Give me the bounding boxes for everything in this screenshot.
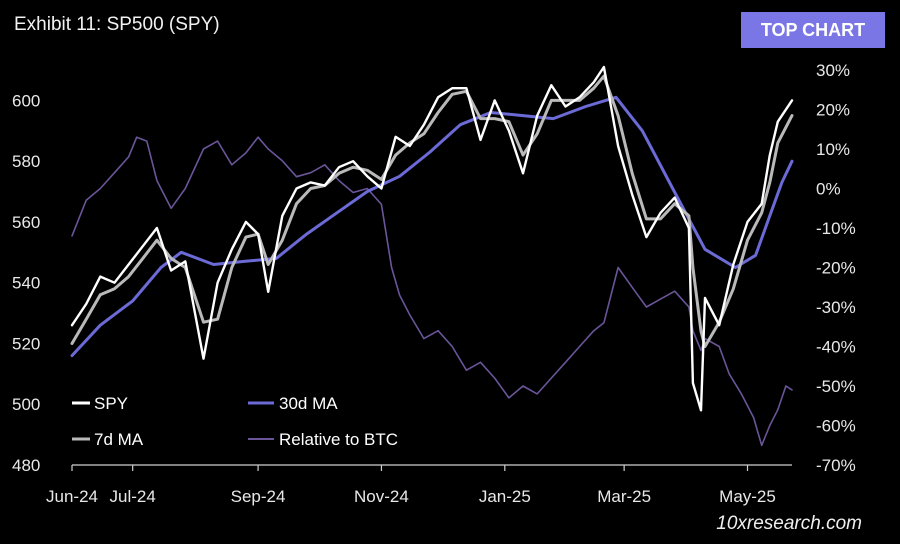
legend: SPY 30d MA 7d MA Relative to BTC xyxy=(72,394,398,449)
y-right-tick-label: -30% xyxy=(816,298,856,317)
chart-title: Exhibit 11: SP500 (SPY) xyxy=(14,14,220,35)
spy-line xyxy=(70,65,794,412)
x-tick-label: Jun-24 xyxy=(46,487,98,506)
x-tick-label: May-25 xyxy=(719,487,776,506)
y-left-tick-label: 480 xyxy=(12,456,40,475)
x-tick-label: Sep-24 xyxy=(231,487,286,506)
y-right-tick-label: -40% xyxy=(816,338,856,357)
legend-label-spy: SPY xyxy=(94,394,128,413)
y-right-tick-label: 0% xyxy=(816,180,841,199)
top-chart-badge: TOP CHART xyxy=(741,12,885,48)
y-right-tick-label: -70% xyxy=(816,456,856,475)
x-tick-label: Jul-24 xyxy=(110,487,156,506)
legend-label-relative-btc: Relative to BTC xyxy=(279,430,398,449)
y-left-tick-label: 580 xyxy=(12,152,40,171)
ma7-line xyxy=(70,74,794,348)
y-left-tick-label: 540 xyxy=(12,274,40,293)
y-right-tick-label: -60% xyxy=(816,417,856,436)
y-right-tick-label: 20% xyxy=(816,101,850,120)
y-left-tick-label: 500 xyxy=(12,395,40,414)
y-right-tick-label: -50% xyxy=(816,377,856,396)
y-right-tick-label: -10% xyxy=(816,219,856,238)
x-tick-label: Mar-25 xyxy=(597,487,651,506)
y-left-tick-label: 600 xyxy=(12,91,40,110)
x-tick-label: Jan-25 xyxy=(479,487,531,506)
y-right-tick-label: -20% xyxy=(816,259,856,278)
x-tick-label: Nov-24 xyxy=(354,487,409,506)
x-axis: Jun-24 Jul-24 Sep-24 Nov-24 Jan-25 Mar-25 May-… xyxy=(46,464,792,506)
y-left-tick-label: 520 xyxy=(12,334,40,353)
legend-label-30d-ma: 30d MA xyxy=(279,394,338,413)
right-axis-ticks: 30% 20% 10% 0% -10% -20% -30% -40% -50% -60% -70% xyxy=(816,61,856,475)
series-lines xyxy=(70,65,794,447)
legend-label-7d-ma: 7d MA xyxy=(94,430,144,449)
y-left-tick-label: 560 xyxy=(12,213,40,232)
left-axis-ticks: 480 500 520 540 560 580 600 xyxy=(12,91,40,475)
y-right-tick-label: 10% xyxy=(816,140,850,159)
watermark: 10xresearch.com xyxy=(716,513,862,534)
y-right-tick-label: 30% xyxy=(816,61,850,80)
ma30-line xyxy=(70,95,794,358)
relative-btc-line xyxy=(71,136,793,447)
